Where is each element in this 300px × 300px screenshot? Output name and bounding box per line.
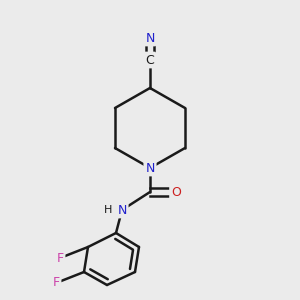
- Text: N: N: [117, 203, 127, 217]
- Text: C: C: [146, 53, 154, 67]
- Text: O: O: [171, 185, 181, 199]
- Text: F: F: [52, 277, 60, 290]
- Text: H: H: [104, 205, 112, 215]
- Text: N: N: [145, 32, 155, 44]
- Text: F: F: [56, 251, 64, 265]
- Text: N: N: [145, 161, 155, 175]
